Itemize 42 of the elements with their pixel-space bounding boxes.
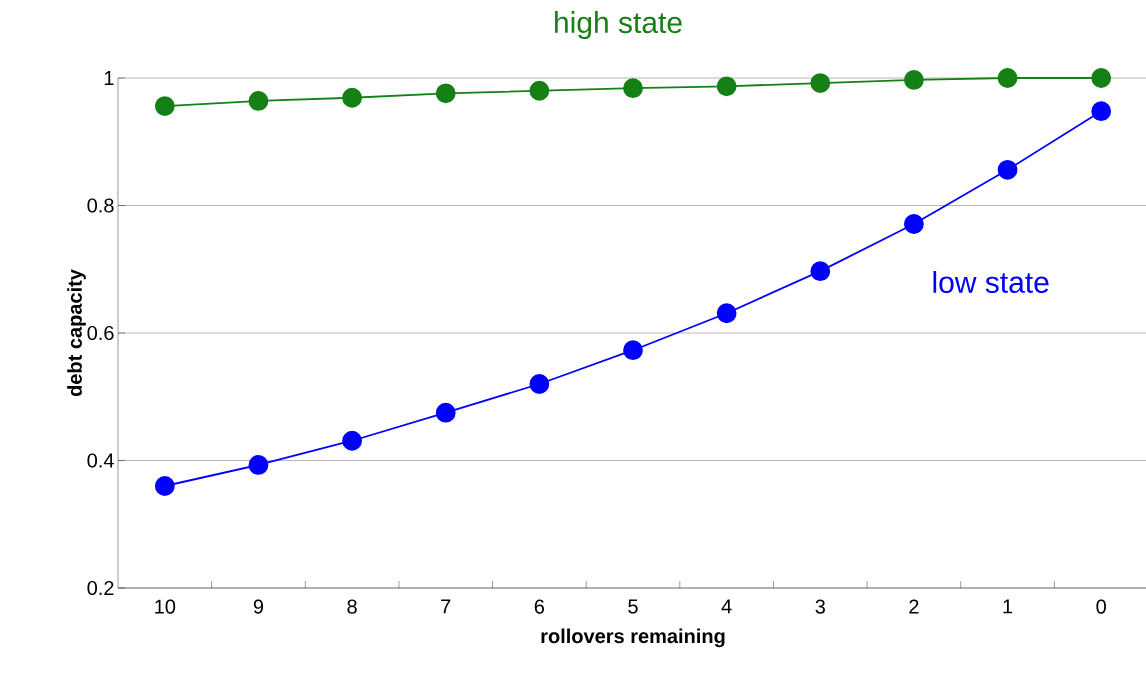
x-tick-label: 9 bbox=[253, 599, 264, 614]
x-tick-label: 0 bbox=[1096, 599, 1106, 614]
point bbox=[154, 96, 175, 116]
y-tick-label: 0.6 bbox=[87, 325, 114, 341]
x-tick-label: 6 bbox=[534, 599, 545, 614]
x-tick-label: 5 bbox=[628, 599, 638, 614]
point bbox=[716, 303, 737, 324]
x-tick-label: 10 bbox=[155, 599, 176, 614]
x-axis-title: rollovers remaining bbox=[541, 628, 725, 648]
point bbox=[1091, 101, 1112, 122]
point bbox=[997, 159, 1018, 180]
series-label: low state bbox=[933, 270, 1049, 294]
point bbox=[248, 91, 269, 111]
series-label: high state bbox=[555, 11, 682, 40]
point bbox=[342, 87, 362, 108]
x-tick-label: 1 bbox=[1003, 599, 1013, 614]
y-tick-label: 1 bbox=[104, 71, 114, 85]
x-tick-label: 8 bbox=[347, 599, 357, 614]
point bbox=[904, 70, 924, 90]
point bbox=[435, 402, 456, 423]
x-tick-label: 3 bbox=[815, 599, 825, 614]
x-tick-label: 7 bbox=[441, 599, 451, 614]
point bbox=[529, 80, 550, 101]
y-tick-label: 0.2 bbox=[87, 580, 114, 596]
point bbox=[435, 83, 456, 104]
x-tick-label: 2 bbox=[909, 599, 919, 614]
point bbox=[248, 455, 269, 475]
point bbox=[623, 78, 643, 99]
point bbox=[904, 214, 924, 234]
point bbox=[1091, 68, 1112, 88]
y-tick-label: 0.4 bbox=[87, 453, 114, 468]
point bbox=[529, 374, 550, 394]
point bbox=[716, 76, 737, 97]
point bbox=[810, 261, 831, 282]
y-axis-title: debt capacity bbox=[67, 269, 86, 397]
y-tick-label: 0.8 bbox=[87, 198, 114, 213]
point bbox=[342, 430, 362, 451]
point bbox=[623, 340, 643, 361]
point bbox=[154, 476, 175, 496]
point bbox=[997, 68, 1018, 88]
x-tick-label: 4 bbox=[721, 599, 732, 614]
point bbox=[810, 73, 831, 94]
